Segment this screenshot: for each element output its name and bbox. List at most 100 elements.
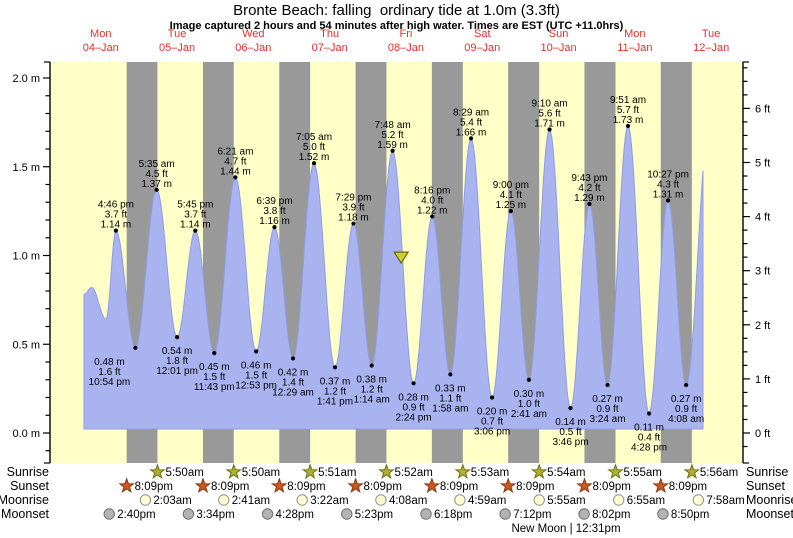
high-tide-m-label: 1.14 m (101, 220, 132, 231)
moonrise-circle-icon (533, 494, 545, 506)
high-tide-ft-label: 5.0 ft (303, 142, 325, 153)
day-date-label: 08–Jan (388, 42, 424, 54)
low-tide-ft-label: 1.4 ft (282, 377, 304, 388)
moonrise-circle-icon (139, 494, 152, 506)
y-axis-right-label: 3 ft (755, 266, 770, 278)
high-tide-time-label: 9:51 am (610, 95, 646, 106)
day-name-label: Wed (242, 28, 264, 40)
y-axis-right-label: 1 ft (755, 374, 770, 386)
low-tide-time-label: 1:58 am (432, 403, 468, 414)
high-tide-ft-label: 4.0 ft (421, 195, 443, 206)
high-tide-time-label: 9:10 am (531, 98, 567, 109)
day-date-label: 06–Jan (235, 42, 271, 54)
sunrise-star-icon (378, 463, 395, 480)
high-tide-point (390, 148, 395, 153)
low-tide-ft-label: 0.9 ft (402, 402, 424, 413)
sunset-time: 8:09pm (592, 481, 630, 493)
day-date-label: 11–Jan (617, 42, 652, 54)
current-tide-marker-icon (393, 251, 410, 265)
high-tide-m-label: 1.59 m (377, 140, 408, 151)
sunset-star-icon (423, 477, 441, 494)
high-tide-point (508, 209, 513, 214)
high-tide-ft-label: 3.7 ft (184, 210, 206, 221)
astro-row-label-sunset-right: Sunset (746, 479, 785, 493)
high-tide-time-label: 7:48 am (375, 120, 411, 131)
low-tide-ft-label: 0.7 ft (481, 417, 503, 428)
high-tide-m-label: 1.31 m (653, 189, 684, 200)
day-date-label: 12–Jan (693, 42, 729, 54)
high-tide-point (587, 201, 592, 207)
sunset-time: 8:09pm (211, 481, 249, 493)
moonrise-circle-icon (692, 494, 705, 506)
low-tide-time-label: 12:53 pm (235, 380, 277, 391)
high-tide-m-label: 1.73 m (613, 115, 644, 126)
low-tide-m-label: 0.46 m (241, 360, 272, 371)
high-tide-ft-label: 3.9 ft (342, 203, 364, 214)
high-tide-m-label: 1.14 m (180, 220, 211, 231)
high-tide-m-label: 1.37 m (141, 179, 172, 190)
high-tide-ft-label: 5.2 ft (381, 130, 403, 141)
moonset-circle-icon (182, 508, 195, 520)
low-tide-point (290, 356, 296, 361)
moonrise-circle-icon (375, 494, 387, 506)
y-axis-right-label: 4 ft (755, 212, 770, 224)
low-tide-point (254, 349, 259, 354)
high-tide-time-label: 8:29 am (453, 107, 489, 118)
y-axis-right-label: 5 ft (755, 157, 770, 169)
low-tide-m-label: 0.42 m (278, 367, 309, 378)
high-tide-ft-label: 4.1 ft (500, 190, 522, 201)
high-tide-m-label: 1.25 m (496, 200, 527, 211)
high-tide-ft-label: 5.6 ft (538, 108, 560, 119)
moonrise-time: 2:41am (232, 495, 270, 507)
high-tide-point (113, 228, 119, 233)
high-tide-point (272, 225, 277, 230)
astro-row-label-moonrise-right: Moonrise (746, 493, 793, 507)
low-tide-point (605, 382, 610, 388)
moonrise-time: 4:59am (468, 495, 506, 507)
low-tide-ft-label: 1.8 ft (166, 356, 188, 367)
low-tide-ft-label: 0.9 ft (675, 404, 697, 415)
y-axis-left-label: 2.0 m (12, 73, 40, 85)
sunset-star-icon (118, 477, 135, 494)
high-tide-ft-label: 3.8 ft (263, 206, 285, 217)
page-title: Bronte Beach: falling ordinary tide at 1… (233, 2, 560, 19)
high-tide-point (625, 123, 631, 129)
high-tide-m-label: 1.29 m (574, 193, 605, 204)
moonset-circle-icon (261, 508, 274, 520)
high-tide-time-label: 5:35 am (139, 159, 175, 170)
sunrise-time: 5:51am (318, 467, 356, 479)
astro-row-label-moonset-left: Moonset (1, 507, 49, 521)
day-name-label: Sun (549, 28, 569, 40)
high-tide-time-label: 5:45 pm (177, 200, 213, 211)
low-tide-time-label: 3:06 pm (474, 427, 510, 438)
sunset-star-icon (194, 477, 212, 494)
low-tide-ft-label: 1.2 ft (324, 386, 346, 397)
low-tide-m-label: 0.27 m (671, 394, 702, 405)
low-tide-ft-label: 1.6 ft (98, 367, 120, 378)
low-tide-m-label: 0.38 m (356, 375, 387, 386)
low-tide-m-label: 0.30 m (514, 389, 545, 400)
astro-row-label-sunrise-left: Sunrise (7, 465, 49, 479)
low-tide-ft-label: 1.2 ft (361, 385, 383, 396)
moonset-circle-icon (103, 508, 115, 520)
low-tide-point (369, 363, 374, 368)
low-tide-point (646, 411, 652, 416)
high-tide-ft-label: 3.7 ft (105, 210, 127, 221)
low-tide-point (448, 372, 453, 377)
low-tide-time-label: 2:41 am (511, 409, 547, 420)
moonset-time: 5:23pm (355, 509, 393, 521)
astro-row-label-sunrise-right: Sunrise (746, 465, 788, 479)
astro-row-label-moonrise-left: Moonrise (0, 493, 49, 507)
high-tide-ft-label: 4.2 ft (578, 183, 600, 194)
low-tide-point (411, 381, 416, 386)
low-tide-time-label: 1:14 am (354, 395, 390, 406)
sunset-time: 8:09pm (516, 481, 554, 493)
low-tide-time-label: 10:54 pm (89, 377, 131, 388)
y-axis-left-label: 0.0 m (12, 428, 40, 440)
moonset-time: 8:02pm (592, 509, 630, 521)
low-tide-m-label: 0.20 m (477, 407, 508, 418)
day-name-label: Mon (90, 28, 111, 40)
low-tide-time-label: 4:28 pm (631, 442, 667, 453)
low-tide-ft-label: 0.9 ft (596, 404, 618, 415)
